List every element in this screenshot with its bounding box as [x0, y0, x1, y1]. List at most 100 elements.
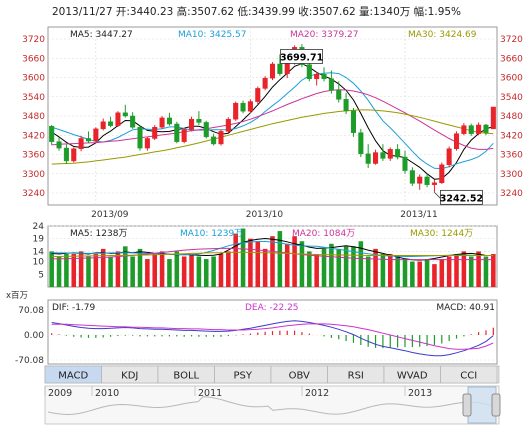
candle-body — [284, 62, 290, 74]
candle-body — [233, 102, 239, 120]
volume-bar — [461, 251, 467, 287]
volume-bar — [395, 256, 400, 287]
navigator-right-handle[interactable] — [491, 393, 501, 417]
candle-body — [144, 138, 150, 149]
candle-body — [453, 133, 460, 149]
candle-body — [350, 110, 356, 133]
candle-body — [115, 112, 121, 126]
candle-body — [225, 118, 231, 132]
volume-y-tick: 10 — [33, 258, 45, 268]
macd-dif-line — [51, 320, 494, 357]
volume-bar — [299, 241, 305, 287]
volume-bar — [145, 259, 150, 287]
macd-y-tick: 70.08 — [18, 306, 44, 316]
tab-cci-label: CCI — [460, 371, 477, 382]
tab-boll-label: BOLL — [173, 371, 199, 382]
volume-bar — [424, 259, 430, 287]
volume-bar — [218, 253, 224, 287]
navigator-year-2013: 2013 — [408, 388, 432, 399]
price-x-tick-label: 2013/11 — [400, 210, 437, 220]
volume-bar — [181, 256, 187, 287]
price-y-tick-right: 3660 — [500, 54, 523, 64]
price-y-tick-right: 3300 — [500, 170, 523, 180]
candle-body — [431, 182, 437, 185]
volume-bar — [86, 256, 91, 287]
candle-body — [174, 123, 180, 142]
volume-bar — [351, 246, 356, 287]
tab-kdj-label: KDJ — [121, 371, 138, 382]
navigator-left-handle[interactable] — [462, 393, 472, 417]
volume-bar — [468, 256, 474, 287]
volume-bar — [137, 248, 143, 287]
volume-ma30-line — [51, 251, 494, 257]
candle-body — [152, 126, 158, 139]
volume-ma20-line — [51, 247, 494, 261]
candle-body — [461, 125, 467, 134]
low-callout-label: 3242.52 — [440, 193, 483, 204]
candle-body — [269, 63, 276, 79]
candle-body — [365, 153, 371, 164]
tab-cci[interactable] — [440, 365, 498, 384]
price-x-tick-label: 2013/10 — [246, 210, 284, 220]
volume-bar — [240, 228, 246, 287]
price-y-tick-left: 3720 — [22, 35, 45, 45]
volume-bar — [93, 253, 99, 287]
volume-bar — [446, 256, 452, 287]
candle-body — [328, 78, 334, 91]
macd-y-tick: -70.08 — [15, 356, 44, 366]
navigator-selection-window[interactable] — [467, 386, 497, 424]
candle-body — [181, 129, 187, 142]
candle-body — [490, 106, 496, 130]
price-y-tick-right: 3720 — [500, 35, 523, 45]
price-y-tick-right: 3540 — [500, 93, 523, 103]
candle-body — [358, 132, 364, 155]
candle-body — [343, 99, 349, 112]
candle-body — [130, 115, 136, 128]
candle-body — [395, 149, 401, 158]
volume-bar — [130, 256, 135, 287]
volume-bar — [108, 256, 113, 287]
candle-body — [483, 124, 489, 133]
candle-body — [166, 117, 172, 125]
candle-body — [387, 149, 393, 159]
volume-ma-legend-3: MA20: 1084万 — [292, 229, 355, 239]
tab-rsi-label: RSI — [348, 371, 364, 382]
tab-macd-label: MACD — [58, 371, 88, 382]
volume-bar — [211, 256, 216, 287]
volume-bar — [56, 256, 62, 287]
volume-bar — [373, 248, 378, 287]
price-y-tick-left: 3300 — [22, 170, 45, 180]
high-callout-box — [280, 49, 323, 64]
candle-body — [417, 176, 423, 184]
candle-body — [402, 156, 408, 171]
price-y-tick-right: 3240 — [500, 189, 523, 199]
volume-bar — [314, 253, 319, 287]
price-ma-legend-1: MA5: 3447.27 — [70, 30, 133, 40]
volume-bar — [270, 236, 275, 287]
navigator-overview-line — [47, 396, 499, 416]
price-ma-legend-3: MA20: 3379.27 — [290, 30, 358, 40]
price-y-tick-left: 3420 — [22, 131, 45, 141]
volume-bar — [387, 253, 393, 287]
candle-body — [424, 176, 430, 185]
price-y-tick-left: 3240 — [22, 189, 45, 199]
candle-body — [100, 121, 106, 130]
high-callout-label: 3699.71 — [280, 52, 323, 63]
candle-body — [85, 138, 92, 142]
price-ma10-line — [51, 72, 494, 170]
candle-body — [314, 74, 320, 80]
candle-body — [255, 88, 261, 102]
volume-bar — [329, 243, 334, 287]
candle-body — [446, 148, 452, 166]
volume-bar — [233, 233, 238, 287]
price-y-tick-left: 3360 — [22, 151, 45, 161]
volume-bar — [159, 251, 165, 287]
volume-bar — [432, 264, 437, 287]
price-y-tick-left: 3600 — [22, 74, 45, 84]
price-ma30-line — [51, 109, 494, 165]
price-x-tick-label: 2013/09 — [91, 210, 129, 220]
volume-ma-legend-2: MA10: 1239万 — [180, 229, 243, 239]
price-y-tick-right: 3420 — [500, 131, 523, 141]
volume-ma-legend-1: MA5: 1238万 — [70, 229, 127, 239]
